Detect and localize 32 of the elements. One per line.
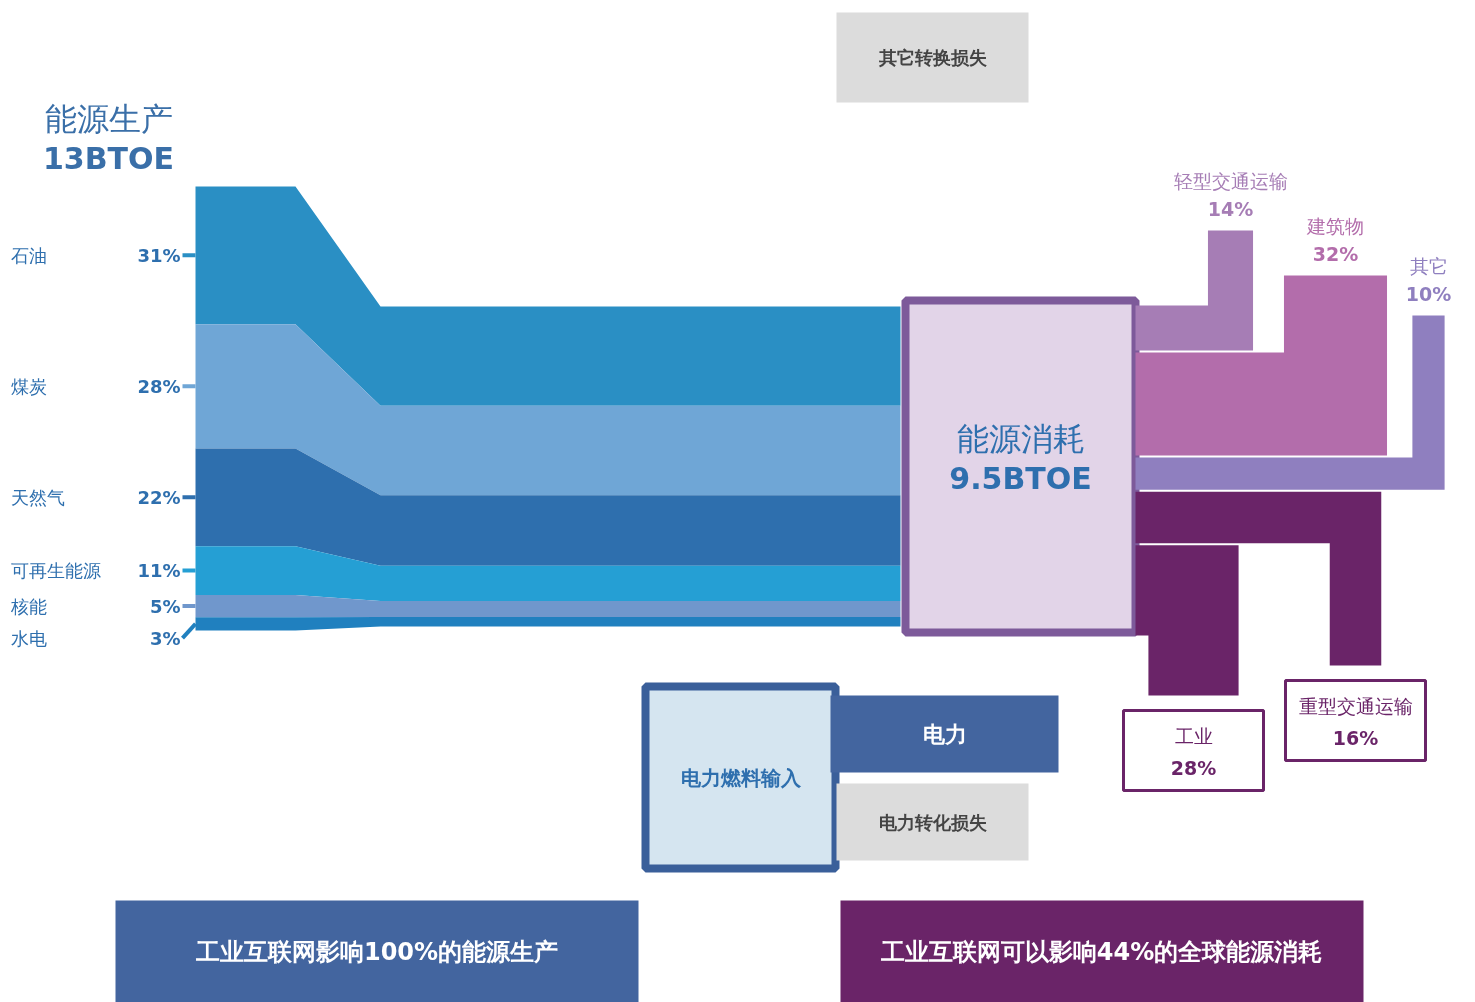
data-label: 14% bbox=[1207, 197, 1254, 220]
text: 9.5BTOE bbox=[949, 461, 1092, 496]
data-label: 22% bbox=[137, 486, 181, 508]
category-label: 建筑物 bbox=[1306, 214, 1364, 237]
data-label: 10% bbox=[1405, 282, 1452, 305]
category-label: 天然气 bbox=[10, 486, 65, 508]
text: 电力 bbox=[922, 721, 967, 747]
category-label: 重型交通运输 bbox=[1298, 694, 1413, 717]
data-label: 31% bbox=[137, 244, 181, 266]
text: 其它转换损失 bbox=[877, 47, 987, 68]
category-label: 轻型交通运输 bbox=[1173, 169, 1288, 192]
text: 能源生产 bbox=[44, 99, 173, 138]
category-label: 核能 bbox=[9, 595, 47, 617]
category-label: 其它 bbox=[1409, 254, 1448, 277]
data-label: 32% bbox=[1312, 242, 1359, 265]
text: 电力转化损失 bbox=[878, 811, 987, 833]
data-label: 3% bbox=[149, 627, 181, 649]
category-label: 可再生能源 bbox=[10, 560, 101, 582]
data-label: 11% bbox=[137, 560, 181, 582]
category-label: 工业 bbox=[1174, 724, 1213, 747]
data-label: 5% bbox=[149, 595, 181, 617]
category-label: 水电 bbox=[10, 627, 47, 649]
data-label: 28% bbox=[1170, 756, 1217, 779]
text: 工业互联网影响100%的能源生产 bbox=[194, 937, 559, 966]
text: 13BTOE bbox=[42, 141, 175, 176]
text: 电力燃料输入 bbox=[680, 765, 802, 790]
text: 工业互联网可以影响44%的全球能源消耗 bbox=[879, 937, 1323, 966]
data-label: 28% bbox=[137, 375, 181, 397]
category-label: 石油 bbox=[10, 244, 47, 266]
data-label: 16% bbox=[1332, 726, 1379, 749]
category-label: 煤炭 bbox=[10, 375, 47, 397]
text: 能源消耗 bbox=[956, 419, 1085, 458]
